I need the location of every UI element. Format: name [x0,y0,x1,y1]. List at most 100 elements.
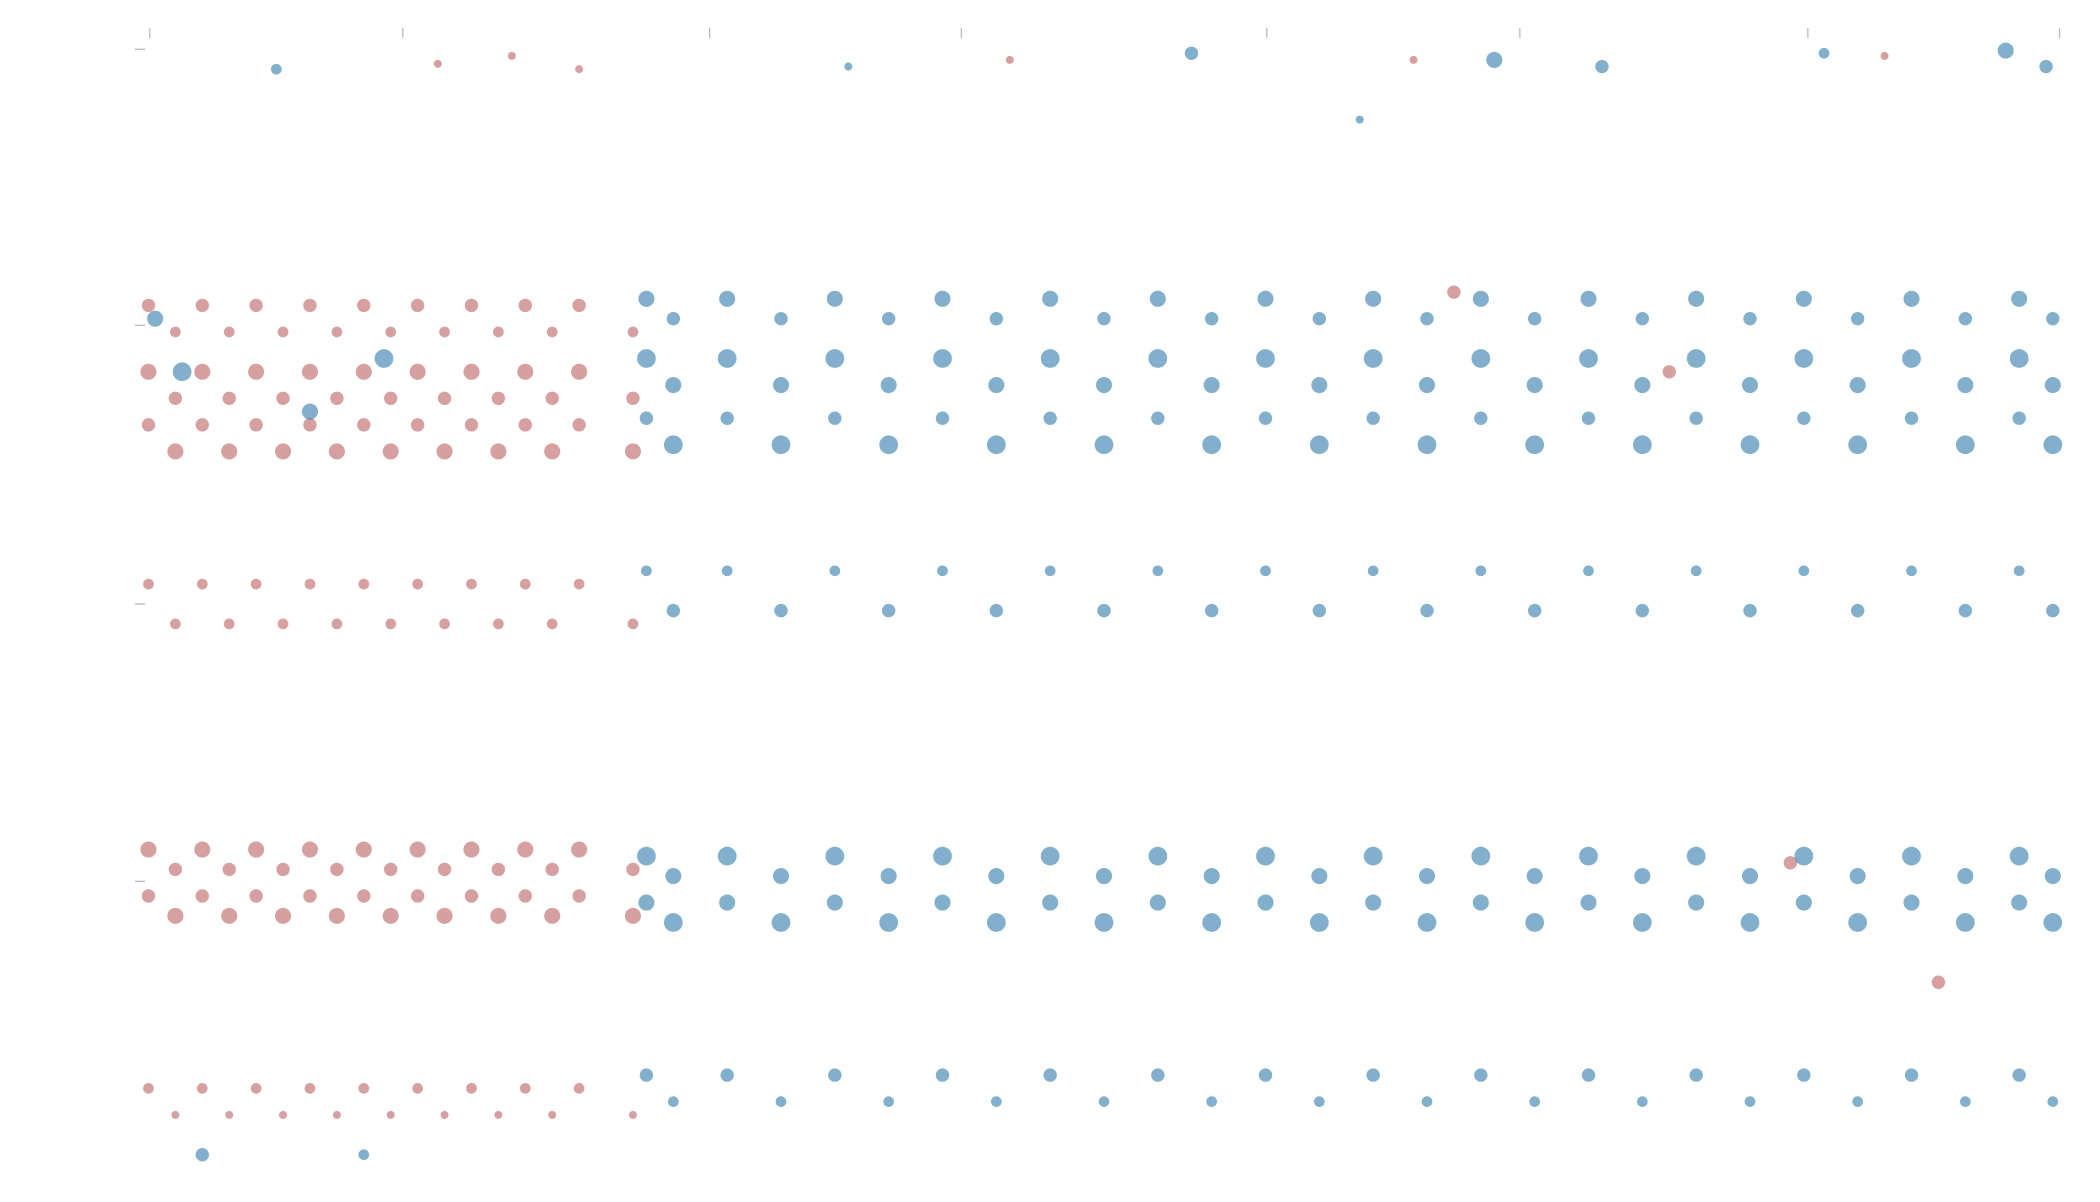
bubble [883,1096,895,1108]
bubble [666,311,681,326]
bubble [639,1068,654,1082]
bubble [626,862,640,877]
bubble [1783,856,1798,870]
bubble [1527,603,1542,618]
bubble [667,1096,679,1108]
bubble [881,603,896,618]
bubble [2011,894,2028,911]
bubble [1040,349,1060,368]
bubble [196,1083,208,1094]
bubble [1257,290,1274,307]
bubble [575,65,584,74]
bubble [439,618,450,630]
bubble [168,862,183,877]
bubble [433,59,442,68]
bubble [358,1083,370,1094]
bubble [1258,411,1273,425]
bubble [1417,435,1437,455]
bubble [437,391,452,406]
bubble [1850,311,1865,326]
bubble [546,618,558,630]
bubble [719,894,736,911]
bubble [1632,913,1652,932]
bubble [628,1110,637,1119]
bubble [195,298,209,313]
bubble [1151,1068,1165,1082]
bubble [222,391,236,406]
bubble [384,862,398,877]
bubble [463,841,480,858]
bubble [1094,435,1114,455]
bubble [490,443,507,460]
bubble [1688,894,1705,911]
bubble [493,326,504,338]
bubble [986,913,1006,932]
bubble [1818,47,1830,59]
bubble [548,1110,557,1119]
bubble [493,618,504,630]
bubble [1421,1096,1433,1108]
bubble [170,326,181,338]
bubble [2044,376,2061,394]
bubble [1312,603,1327,618]
bubble [331,326,343,338]
bubble [466,1083,477,1094]
bubble [1794,349,1814,368]
bubble [1795,290,1812,307]
bubble [2009,846,2029,866]
bubble [250,578,262,590]
bubble [194,841,211,858]
bubble [772,868,790,885]
bubble [1043,411,1057,425]
bubble [879,913,899,932]
bubble [1527,311,1542,326]
bubble [1094,913,1114,932]
bubble [1148,349,1168,368]
bubble [934,894,951,911]
bubble [1204,603,1219,618]
bubble [1798,565,1810,577]
bubble [517,363,534,380]
bubble [879,435,899,455]
bubble [545,862,559,877]
bubble [1365,290,1382,307]
bubble [358,578,370,590]
bubble [1743,603,1757,618]
bubble [1312,311,1327,326]
bubble [1095,376,1113,394]
bubble [771,913,791,932]
bubble [279,1110,288,1119]
bubble [1204,311,1219,326]
bubble [409,363,426,380]
bubble [1689,1068,1703,1082]
bubble [1797,1068,1811,1082]
bubble [1955,913,1975,932]
bubble [1525,913,1545,932]
bubble [1040,846,1060,866]
bubble [1420,603,1434,618]
bubble [277,326,289,338]
bubble [826,894,843,911]
bubble [1686,349,1706,368]
bubble [1472,290,1489,307]
bubble [1042,290,1059,307]
bubble [439,326,450,338]
bubble [221,907,238,924]
bubble [1525,435,1545,455]
bubble [384,391,398,406]
bubble [250,1083,262,1094]
bubble [518,889,532,903]
bubble [1797,411,1811,425]
bubble [1363,846,1383,866]
bubble [1148,846,1168,866]
bubble [331,618,343,630]
bubble [935,411,950,425]
bubble [1740,913,1760,932]
bubble [143,578,154,590]
bubble [1635,603,1650,618]
bubble [248,363,265,380]
bubble [1849,376,1866,394]
bubble [1447,285,1461,299]
bubble [828,1068,842,1082]
bubble [1852,1096,1864,1108]
